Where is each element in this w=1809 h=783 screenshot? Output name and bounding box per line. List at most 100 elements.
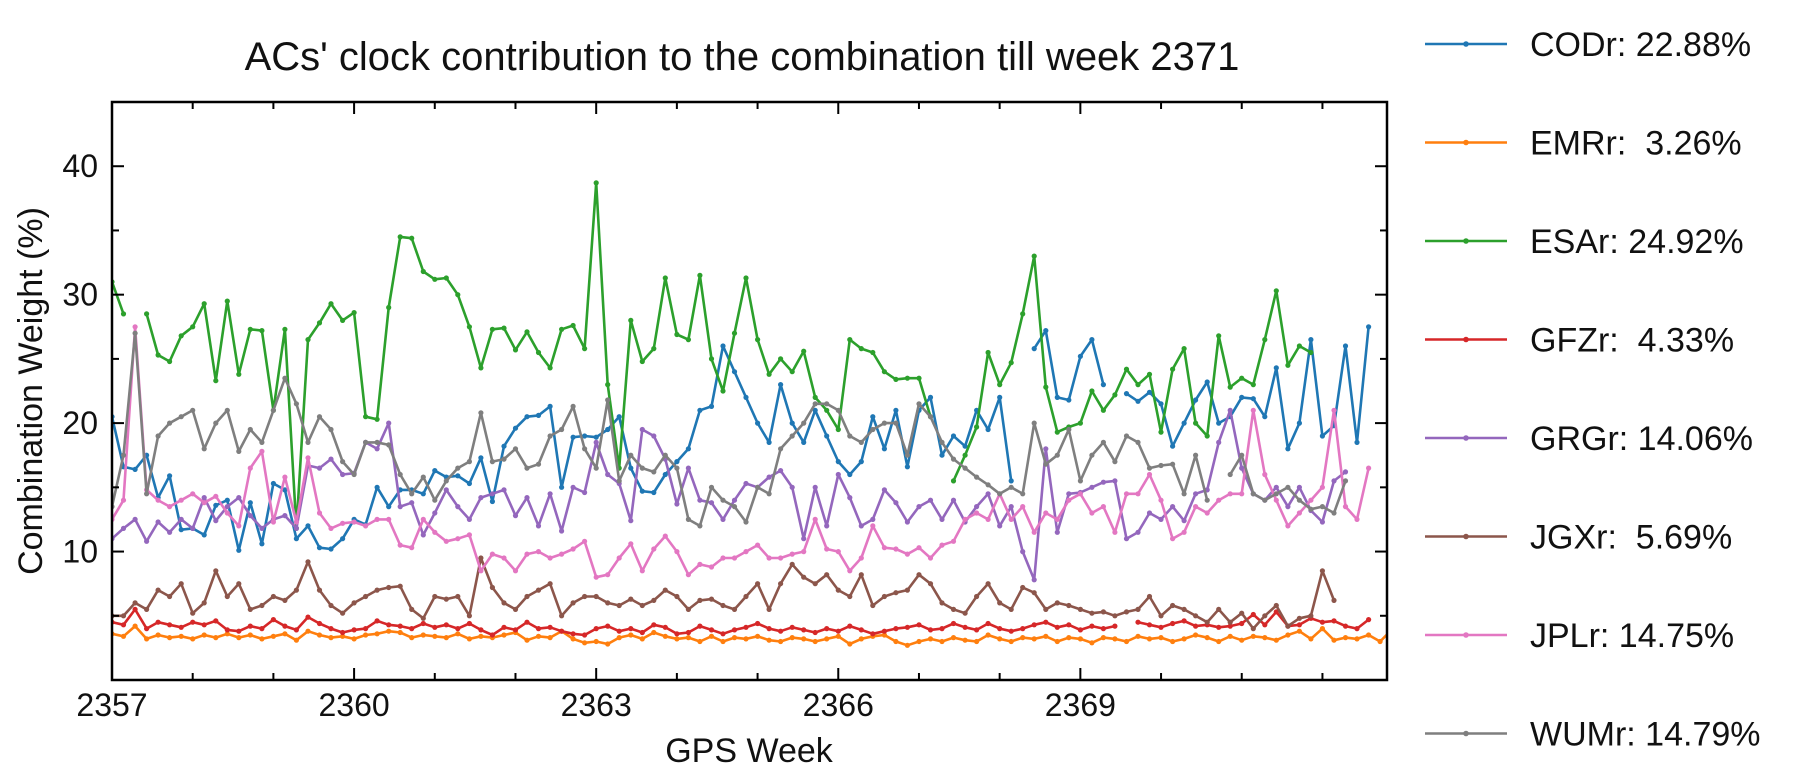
data-point: [178, 581, 184, 587]
data-point: [708, 356, 715, 362]
data-point: [1216, 497, 1222, 503]
series-JPLr: [112, 324, 1372, 580]
data-point: [974, 424, 980, 430]
data-point: [1319, 619, 1325, 625]
data-point: [605, 600, 611, 606]
data-point: [443, 596, 449, 602]
data-point: [178, 633, 184, 639]
data-point: [1158, 462, 1164, 469]
data-point: [328, 626, 334, 632]
data-point: [340, 459, 346, 465]
data-point: [1054, 600, 1060, 606]
data-point: [881, 369, 888, 375]
data-point: [824, 572, 830, 578]
data-point: [1181, 618, 1187, 624]
data-point: [605, 426, 611, 433]
data-point: [1193, 491, 1199, 497]
data-point: [1031, 577, 1037, 583]
data-point: [685, 337, 692, 343]
data-point: [1227, 407, 1233, 413]
data-point: [731, 330, 738, 336]
data-point: [582, 632, 588, 638]
data-point: [1112, 478, 1118, 484]
data-point: [155, 587, 161, 593]
data-point: [766, 474, 772, 480]
data-point: [1123, 491, 1130, 497]
data-point: [374, 446, 380, 452]
data-point: [766, 555, 772, 561]
data-point: [904, 519, 911, 525]
data-point: [328, 301, 334, 307]
data-point: [247, 326, 253, 332]
data-point: [662, 633, 668, 639]
data-point: [374, 439, 380, 445]
data-point: [743, 624, 749, 630]
data-point: [524, 495, 530, 501]
data-point: [1135, 619, 1141, 625]
data-point: [974, 510, 980, 516]
data-point: [420, 532, 426, 538]
data-point: [1089, 610, 1095, 616]
x-tick-label: 2369: [1045, 687, 1116, 723]
data-point: [132, 606, 138, 613]
data-point: [1308, 497, 1314, 503]
data-point: [547, 581, 553, 587]
data-point: [1043, 328, 1049, 334]
data-point: [1308, 349, 1314, 356]
data-point: [778, 446, 784, 452]
data-point: [466, 459, 472, 465]
data-point: [236, 495, 242, 501]
data-point: [443, 478, 449, 484]
data-point: [743, 394, 749, 400]
data-point: [132, 516, 138, 523]
data-point: [731, 555, 738, 561]
data-point: [847, 568, 853, 574]
x-tick-label: 2360: [318, 687, 389, 723]
data-point: [224, 510, 230, 516]
data-point: [1296, 628, 1302, 634]
data-point: [524, 619, 530, 625]
data-point: [1285, 523, 1291, 529]
data-point: [1123, 391, 1130, 397]
data-point: [1123, 433, 1130, 439]
data-point: [1020, 635, 1026, 641]
data-point: [605, 623, 611, 629]
data-point: [950, 635, 957, 641]
data-point: [1112, 459, 1118, 465]
data-point: [570, 546, 576, 552]
data-point: [489, 551, 495, 557]
data-point: [755, 542, 761, 548]
data-point: [1100, 635, 1106, 641]
data-point: [628, 596, 634, 602]
data-point: [489, 459, 495, 465]
data-point: [512, 347, 519, 353]
data-point: [386, 504, 392, 510]
data-point: [847, 337, 853, 343]
data-point: [167, 420, 173, 426]
data-point: [1331, 407, 1337, 413]
data-point: [236, 523, 242, 529]
data-point: [1342, 478, 1349, 484]
data-point: [962, 624, 968, 630]
data-point: [432, 497, 438, 503]
data-point: [616, 635, 622, 641]
legend-item-ESAr: ESAr: 24.92%: [1425, 223, 1744, 261]
data-point: [927, 627, 934, 633]
data-point: [985, 620, 991, 627]
data-point: [939, 638, 945, 645]
data-point: [1250, 633, 1256, 639]
data-point: [962, 443, 968, 449]
data-point: [858, 555, 864, 561]
data-point: [282, 597, 288, 604]
data-point: [236, 448, 242, 454]
data-point: [547, 365, 553, 371]
data-point: [190, 324, 196, 330]
data-point: [1181, 346, 1187, 352]
data-point: [801, 627, 807, 633]
data-point: [731, 606, 738, 613]
data-point: [1066, 622, 1072, 628]
data-point: [1043, 619, 1049, 625]
data-point: [1262, 622, 1268, 628]
data-point: [628, 632, 634, 638]
data-point: [904, 551, 911, 557]
